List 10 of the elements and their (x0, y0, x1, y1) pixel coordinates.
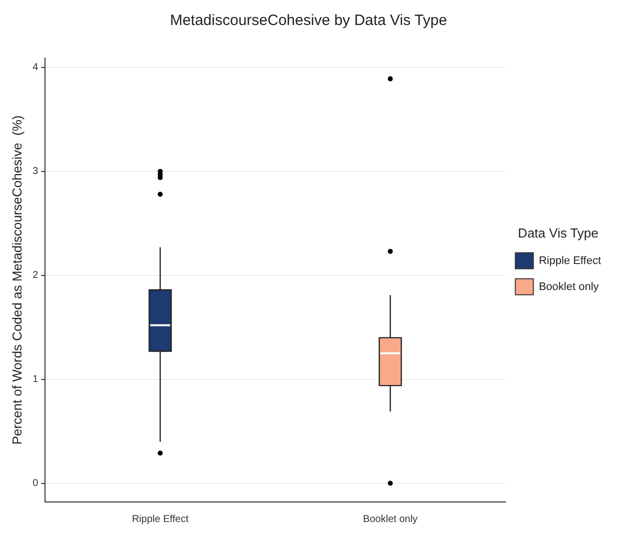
y-tick-label: 4 (32, 62, 39, 74)
y-tick-label: 1 (32, 374, 39, 386)
y-axis-title: Percent of Words Coded as MetadiscourseCohesive (%) (9, 115, 24, 445)
chart-title: MetadiscourseCohesive by Data Vis Type (170, 12, 448, 30)
legend-label: Booklet only (538, 280, 600, 293)
legend-label: Ripple Effect (538, 254, 602, 267)
y-tick-label: 2 (32, 270, 39, 282)
legend-title: Data Vis Type (518, 225, 598, 240)
y-tick-label: 0 (32, 478, 39, 490)
y-tick-label: 3 (32, 166, 39, 178)
